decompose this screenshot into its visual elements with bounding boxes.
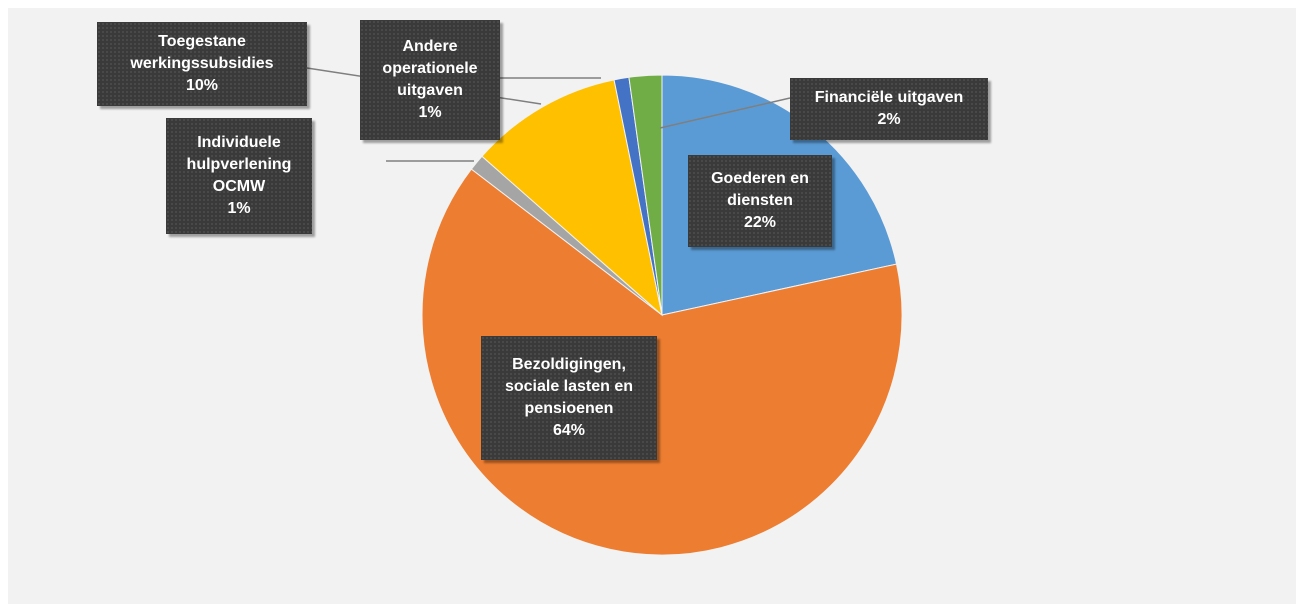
label-line: Bezoldigingen, <box>512 356 626 373</box>
label-percent: 64% <box>552 422 586 439</box>
label-line: werkingssubsidies <box>130 55 274 72</box>
label-percent: 1% <box>227 200 251 217</box>
label-line: Andere <box>402 38 458 55</box>
label-percent: 1% <box>418 104 442 121</box>
data-label-toegestane-werkingssubsidies: Toegestane werkingssubsidies 10% <box>97 22 307 106</box>
leader-line-financiele <box>659 97 791 129</box>
label-line: OCMW <box>212 178 266 195</box>
pie-slices <box>421 74 903 556</box>
data-label-financiele-uitgaven: Financiële uitgaven 2% <box>790 78 988 140</box>
label-line: Individuele <box>197 134 281 151</box>
label-line: pensioenen <box>524 400 614 417</box>
label-line: Goederen en <box>711 170 809 187</box>
label-line: Toegestane <box>158 33 246 50</box>
data-label-individuele-hulpverlening: Individuele hulpverlening OCMW 1% <box>166 118 312 234</box>
pie-slice-toegestane-werkingssubsidies <box>481 79 663 317</box>
label-line: Financiële uitgaven <box>814 89 964 106</box>
label-line: diensten <box>727 192 793 209</box>
pie-slice-financiele-uitgaven <box>628 74 663 316</box>
label-percent: 10% <box>185 77 219 94</box>
label-percent: 22% <box>743 214 777 231</box>
data-label-bezoldigingen: Bezoldigingen, sociale lasten en pensioe… <box>481 336 657 460</box>
label-line: operationele <box>382 60 478 77</box>
label-percent: 2% <box>877 111 901 128</box>
data-label-andere-operationele: Andere operationele uitgaven 1% <box>360 20 500 140</box>
data-label-goederen: Goederen en diensten 22% <box>688 155 832 247</box>
label-line: uitgaven <box>397 82 463 99</box>
label-line: hulpverlening <box>186 156 292 173</box>
label-line: sociale lasten en <box>504 378 634 395</box>
